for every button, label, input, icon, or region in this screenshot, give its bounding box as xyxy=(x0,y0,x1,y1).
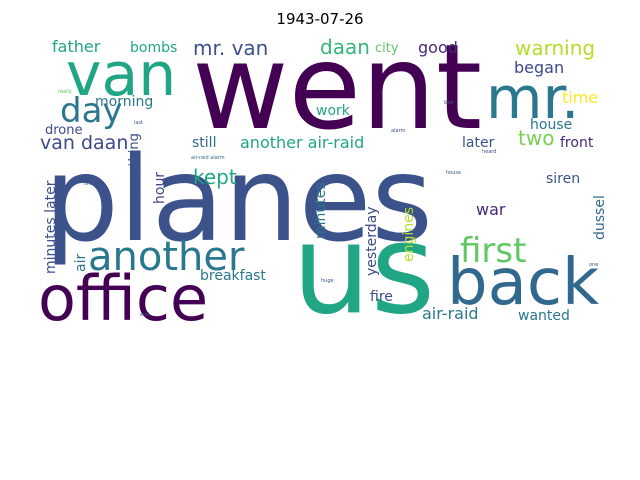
word-office: office xyxy=(38,262,208,335)
word-engines: engines xyxy=(401,207,417,262)
word-fire: fire xyxy=(370,289,393,305)
word-air-raid-alarm: air-raid alarm xyxy=(191,155,225,161)
word-first: first xyxy=(460,231,526,271)
word-van-daan: van daan xyxy=(40,132,128,154)
word-end: end xyxy=(140,312,149,318)
word-warning: warning xyxy=(515,36,595,60)
word-good: good xyxy=(418,38,458,57)
word-minutes: minutes xyxy=(313,182,329,239)
word-morning: morning xyxy=(95,94,153,110)
word-van: van xyxy=(66,40,176,110)
word-still: still xyxy=(192,135,216,151)
word-bombs: bombs xyxy=(130,40,177,56)
word-breakfast: breakfast xyxy=(200,268,266,284)
word-hour: hour xyxy=(152,172,168,204)
word-two: two xyxy=(518,126,554,150)
word-house: house xyxy=(446,170,461,176)
word-began: began xyxy=(514,58,564,77)
word-us: us xyxy=(292,198,435,342)
word-city: city xyxy=(375,41,399,56)
word-planes: planes xyxy=(44,130,433,268)
word-minutes-later: minutes later xyxy=(43,180,59,274)
word-day: day xyxy=(60,91,123,131)
word-last: last xyxy=(134,120,143,126)
word-mr: mr. xyxy=(486,64,579,132)
word-work: work xyxy=(316,103,351,119)
word-yesterday: yesterday xyxy=(364,206,380,276)
word-house: house xyxy=(530,117,572,133)
word-later: later xyxy=(462,135,495,151)
word-alarm: alarm xyxy=(391,128,405,134)
word-one: one xyxy=(589,262,598,268)
word-front: front xyxy=(560,135,594,151)
word-another-air-raid: another air-raid xyxy=(240,133,364,152)
word-kept: kept xyxy=(193,165,237,189)
word-air-raid: air-raid xyxy=(422,304,479,323)
word-drone: drone xyxy=(45,123,83,138)
word-really: really xyxy=(58,89,72,95)
word-wanted: wanted xyxy=(518,308,570,324)
word-father: father xyxy=(52,37,101,56)
word-huge: huge xyxy=(321,278,334,284)
word-air: air xyxy=(73,254,89,272)
word-back: back xyxy=(447,246,599,320)
word-something: something xyxy=(127,133,142,202)
word-went: went xyxy=(192,18,482,156)
word-bad: bad xyxy=(444,100,453,106)
word-dussel: dussel xyxy=(592,195,608,240)
chart-title: 1943-07-26 xyxy=(276,10,364,28)
word-finally: finally xyxy=(84,181,99,187)
word-time: time xyxy=(562,88,598,107)
word-heard: heard xyxy=(482,149,496,155)
word-siren: siren xyxy=(546,171,580,187)
word-daan: daan xyxy=(320,35,370,59)
word-war: war xyxy=(476,200,506,219)
word-mr-van: mr. van xyxy=(193,36,268,60)
word-another: another xyxy=(88,234,245,280)
